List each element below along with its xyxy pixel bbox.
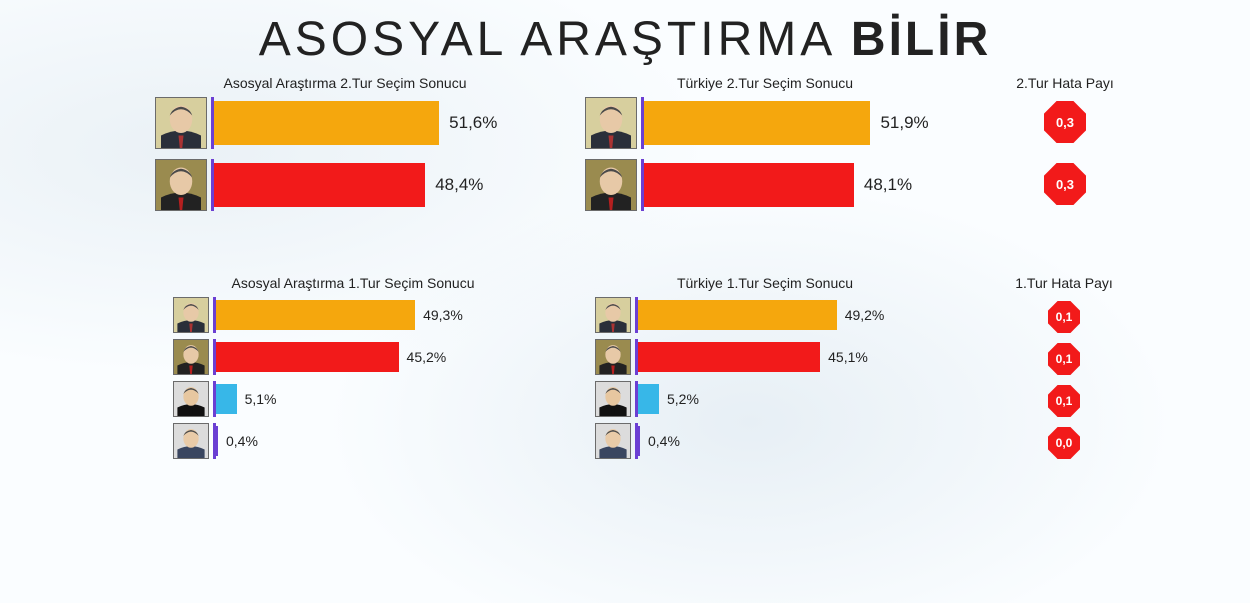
bar-value: 51,6% — [449, 113, 497, 133]
bar-value: 48,4% — [435, 175, 483, 195]
error-column-e1: 1.Tur Hata Payı 0,1 0,1 0,1 0,0 — [999, 275, 1129, 469]
error-badge: 0,1 — [1048, 343, 1080, 375]
candidate-photo — [595, 339, 631, 375]
error-title: 2.Tur Hata Payı — [995, 75, 1135, 91]
bar-wrap — [635, 297, 837, 333]
bar-value: 5,1% — [245, 391, 277, 407]
bar — [638, 342, 820, 372]
candidate-photo — [173, 339, 209, 375]
chart-block-title: Türkiye 1.Tur Seçim Sonucu — [595, 275, 935, 291]
chart-row: 5,2% — [595, 381, 935, 417]
candidate-photo — [595, 381, 631, 417]
bar — [216, 342, 399, 372]
chart-block-title: Asosyal Araştırma 1.Tur Seçim Sonucu — [173, 275, 533, 291]
chart-row: 5,1% — [173, 381, 533, 417]
bar — [638, 300, 837, 330]
bar-value: 0,4% — [648, 433, 680, 449]
chart-row: 48,1% — [585, 159, 945, 211]
bar — [638, 384, 659, 414]
error-title: 1.Tur Hata Payı — [999, 275, 1129, 291]
error-badge: 0,1 — [1048, 385, 1080, 417]
error-value: 0,3 — [1056, 177, 1074, 192]
chart-row: 49,2% — [595, 297, 935, 333]
bar-value: 5,2% — [667, 391, 699, 407]
bar — [216, 384, 237, 414]
error-badge: 0,0 — [1048, 427, 1080, 459]
candidate-photo — [173, 381, 209, 417]
chart-row: 51,9% — [585, 97, 945, 149]
bar — [214, 163, 425, 207]
chart-row: 0,4% — [173, 423, 533, 459]
bar-wrap — [635, 381, 659, 417]
bar-wrap — [211, 159, 425, 211]
bar-value: 49,2% — [845, 307, 885, 323]
bar-wrap — [211, 97, 439, 149]
chart-row: 49,3% — [173, 297, 533, 333]
bar-wrap — [641, 159, 854, 211]
bar — [638, 426, 640, 456]
candidate-photo — [173, 297, 209, 333]
bar-value: 48,1% — [864, 175, 912, 195]
chart-row: 51,6% — [155, 97, 535, 149]
bar-wrap — [635, 339, 820, 375]
error-badge: 0,1 — [1048, 301, 1080, 333]
candidate-photo — [155, 97, 207, 149]
error-value: 0,3 — [1056, 115, 1074, 130]
bar — [644, 101, 870, 145]
candidate-photo — [585, 97, 637, 149]
chart-block-turkiye2: Türkiye 2.Tur Seçim Sonucu 51,9% 48,1% — [585, 75, 945, 221]
page-title: ASOSYAL ARAŞTIRMA BİLİR — [0, 0, 1250, 75]
bar-value: 45,2% — [407, 349, 447, 365]
bar-value: 49,3% — [423, 307, 463, 323]
bar-wrap — [213, 381, 237, 417]
chart-block-asosyal2: Asosyal Araştırma 2.Tur Seçim Sonucu 51,… — [155, 75, 535, 221]
bar-value: 45,1% — [828, 349, 868, 365]
error-column-e2: 2.Tur Hata Payı 0,3 0,3 — [995, 75, 1135, 225]
bar — [644, 163, 854, 207]
candidate-photo — [155, 159, 207, 211]
candidate-photo — [595, 423, 631, 459]
bar-wrap — [213, 423, 218, 459]
title-bold: BİLİR — [851, 13, 991, 66]
title-plain: ASOSYAL ARAŞTIRMA — [259, 13, 851, 66]
error-badge: 0,3 — [1044, 101, 1086, 143]
error-value: 0,1 — [1056, 310, 1073, 324]
bar — [216, 300, 415, 330]
bar — [214, 101, 439, 145]
error-value: 0,1 — [1056, 394, 1073, 408]
bar-wrap — [635, 423, 640, 459]
candidate-photo — [585, 159, 637, 211]
bar-value: 51,9% — [880, 113, 928, 133]
bar-value: 0,4% — [226, 433, 258, 449]
chart-row: 45,1% — [595, 339, 935, 375]
chart-row: 48,4% — [155, 159, 535, 211]
chart-row: 45,2% — [173, 339, 533, 375]
bar — [216, 426, 218, 456]
chart-block-asosyal1: Asosyal Araştırma 1.Tur Seçim Sonucu 49,… — [173, 275, 533, 465]
chart-block-title: Asosyal Araştırma 2.Tur Seçim Sonucu — [155, 75, 535, 91]
bar-wrap — [641, 97, 870, 149]
chart-block-turkiye1: Türkiye 1.Tur Seçim Sonucu 49,2% 45,1% 5… — [595, 275, 935, 465]
chart-row: 0,4% — [595, 423, 935, 459]
candidate-photo — [595, 297, 631, 333]
error-badge: 0,3 — [1044, 163, 1086, 205]
bar-wrap — [213, 339, 399, 375]
error-value: 0,1 — [1056, 352, 1073, 366]
bar-wrap — [213, 297, 415, 333]
candidate-photo — [173, 423, 209, 459]
error-value: 0,0 — [1056, 436, 1073, 450]
chart-block-title: Türkiye 2.Tur Seçim Sonucu — [585, 75, 945, 91]
